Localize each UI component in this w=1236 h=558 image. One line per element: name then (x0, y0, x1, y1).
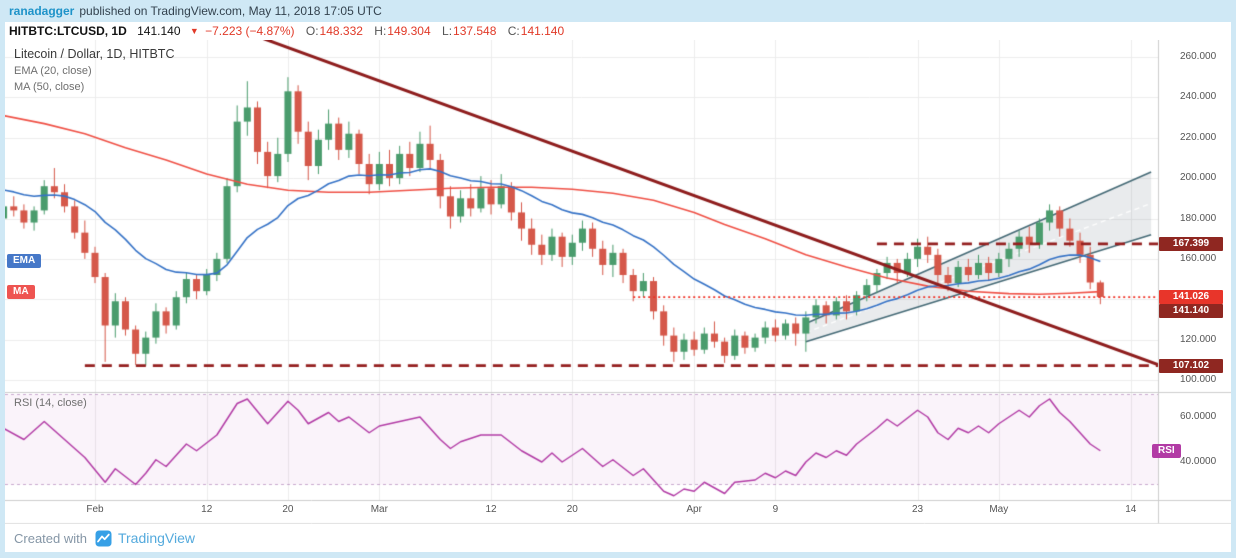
price-axis-label: 200.000 (1180, 172, 1217, 184)
rsi-badge: RSI (1152, 443, 1181, 458)
last-price: 141.140 (137, 24, 181, 38)
time-axis-label: Mar (370, 504, 388, 515)
symbol-title: HITBTC:LTCUSD, 1D (9, 24, 127, 38)
legend-ema: EMA (20, close) (14, 65, 92, 77)
ma-badge: MA (7, 284, 35, 299)
time-axis-label: Feb (86, 504, 104, 515)
time-axis-label: 14 (1125, 504, 1137, 515)
price-axis[interactable] (1158, 40, 1231, 500)
price-axis-label: 220.000 (1180, 131, 1217, 143)
price-level-badge: 107.102 (1159, 358, 1223, 373)
legend-ma: MA (50, close) (14, 81, 85, 93)
low-value: 137.548 (453, 24, 497, 38)
price-axis-label: 160.000 (1180, 252, 1217, 264)
time-axis-label: 20 (282, 504, 294, 515)
time-axis-label: May (989, 504, 1009, 515)
chart-region: Litecoin / Dollar, 1D, HITBTC EMA (20, c… (5, 40, 1231, 524)
close-label: C: (507, 24, 520, 38)
low-label: L: (442, 24, 453, 38)
price-axis-label: 260.000 (1180, 51, 1217, 62)
price-axis-label: 100.000 (1180, 374, 1217, 385)
created-with-text: Created with (14, 530, 87, 546)
price-level-badge: 141.026 (1159, 290, 1223, 305)
time-axis-label: 9 (772, 504, 779, 515)
tradingview-logo-icon[interactable] (95, 530, 112, 547)
quote-bar: HITBTC:LTCUSD, 1D 141.140 ▼ −7.223 (−4.8… (5, 22, 1231, 40)
last-price-badge: 141.140 (1159, 303, 1223, 318)
time-axis-label: 20 (566, 504, 578, 515)
brand-name[interactable]: TradingView (117, 530, 196, 546)
rsi-axis-label: 60.0000 (1180, 411, 1217, 422)
legend-rsi: RSI (14, close) (14, 397, 87, 409)
open-value: 148.332 (319, 24, 363, 38)
footer-bar: Created with TradingView (5, 524, 1231, 552)
price-down-arrow-icon: ▼ (189, 26, 199, 36)
high-value: 149.304 (387, 24, 431, 38)
attribution-bar: ranadagger published on TradingView.com, … (0, 0, 1236, 22)
price-change: −7.223 (−4.87%) (205, 24, 295, 38)
close-value: 141.140 (520, 24, 565, 38)
attribution-text: published on TradingView.com, May 11, 20… (79, 4, 382, 18)
frame-border-right (1231, 22, 1236, 558)
rsi-axis-label: 40.0000 (1180, 456, 1217, 467)
ema-badge: EMA (7, 254, 42, 269)
time-axis-label: 23 (911, 504, 924, 515)
frame-border-left (0, 22, 5, 558)
time-axis-label: Apr (686, 504, 702, 515)
time-axis-label: 12 (201, 504, 213, 515)
price-axis-label: 240.000 (1180, 91, 1217, 103)
frame-border-bottom (0, 552, 1236, 558)
price-chart-canvas[interactable] (5, 40, 1231, 524)
high-label: H: (374, 24, 387, 38)
price-axis-label: 120.000 (1180, 333, 1217, 345)
chart-legend-title: Litecoin / Dollar, 1D, HITBTC (14, 47, 175, 61)
price-level-badge: 167.399 (1159, 236, 1223, 251)
price-axis-label: 180.000 (1180, 212, 1217, 224)
time-axis-label: 12 (485, 504, 497, 515)
username-link[interactable]: ranadagger (9, 4, 75, 18)
open-label: O: (305, 24, 319, 38)
